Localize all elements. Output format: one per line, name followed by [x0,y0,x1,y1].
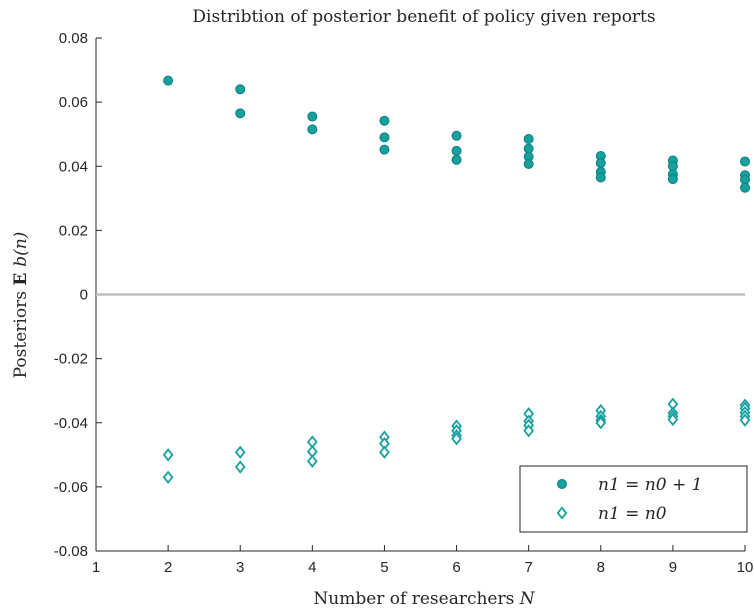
data-point-n1-n0-plus-1 [307,111,318,122]
legend-label: n1 = n0 [598,504,667,524]
y-tick-label: -0.04 [54,415,88,432]
data-point-n1-n0 [234,460,246,474]
legend-label: n1 = n0 + 1 [598,475,702,495]
data-point-n1-n0-plus-1 [451,154,462,165]
data-point-n1-n0-plus-1 [595,172,606,183]
data-point-n1-n0-plus-1 [163,75,174,86]
y-tick-label: -0.06 [54,479,88,496]
data-point-n1-n0-plus-1 [235,108,246,119]
y-tick-labels: -0.08 -0.06 -0.04 -0.02 0 0.02 0.04 0.06 0.08 [54,30,88,560]
legend-marker-diamond [556,506,568,520]
x-tick-label: 7 [524,559,532,576]
y-tick-label: 0.04 [59,158,88,175]
x-tick-label: 8 [597,559,605,576]
data-point-n1-n0 [667,412,679,427]
data-point-n1-n0 [162,448,174,462]
data-point-n1-n0-plus-1 [523,133,534,144]
data-point-n1-n0-plus-1 [451,130,462,141]
x-tick-label: 9 [669,559,677,576]
chart-title: Distribtion of posterior benefit of poli… [192,7,655,27]
y-tick-label: -0.08 [54,543,88,560]
x-axis-label: Number of researchers N [313,589,535,609]
x-tick-label: 5 [380,559,388,576]
y-tick-label: 0.06 [59,94,88,111]
data-point-n1-n0 [451,432,462,446]
y-tick-label: 0.02 [59,222,88,239]
x-tick-label: 4 [308,559,316,576]
x-tick-label: 3 [236,559,244,576]
data-point-n1-n0 [162,470,174,484]
data-marks [162,75,751,484]
y-axis-label-symbol: b(n) [11,232,31,267]
x-tick-label: 2 [164,559,172,576]
y-axis-label-text: Posteriors [11,286,31,379]
data-point-n1-n0 [595,416,607,430]
data-point-n1-n0-plus-1 [523,159,534,170]
y-tick-label: 0 [80,287,88,304]
data-point-n1-n0-plus-1 [451,145,462,156]
y-axis-label: Posteriors E b(n) [11,232,31,379]
x-axis-label-text: Number of researchers [313,589,519,609]
x-axis-label-symbol: N [519,589,536,609]
data-point-n1-n0 [379,445,390,459]
legend: n1 = n0 + 1 n1 = n0 [519,465,748,533]
y-tick-label: -0.02 [54,351,88,368]
data-point-n1-n0-plus-1 [307,124,318,135]
data-point-n1-n0 [739,413,751,427]
data-point-n1-n0 [306,454,318,468]
data-point-n1-n0-plus-1 [379,132,390,143]
data-point-n1-n0-plus-1 [740,156,750,167]
legend-marker-circle [557,479,567,489]
legend-box [519,465,748,533]
data-point-n1-n0-plus-1 [667,174,678,185]
y-axis-label-operator: E [11,267,31,286]
data-point-n1-n0-plus-1 [379,115,390,126]
data-point-n1-n0-plus-1 [379,144,390,155]
x-tick-labels: 1 2 3 4 5 6 7 8 9 10 [92,559,754,576]
data-point-n1-n0-plus-1 [235,84,246,95]
x-tick-label: 1 [92,559,100,576]
x-tick-label: 6 [452,559,460,576]
x-tick-label: 10 [737,559,754,576]
data-point-n1-n0 [523,424,535,438]
data-point-n1-n0-plus-1 [595,158,606,169]
data-point-n1-n0-plus-1 [740,182,750,193]
data-point-n1-n0 [234,445,246,459]
y-tick-label: 0.08 [59,30,88,47]
